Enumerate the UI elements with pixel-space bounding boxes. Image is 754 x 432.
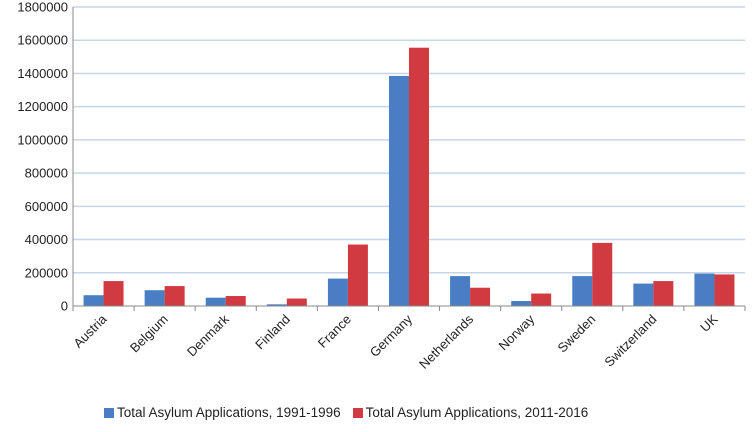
legend-label-series-2: Total Asylum Applications, 2011-2016: [365, 405, 589, 420]
bar-germany-series-1: [389, 75, 409, 306]
bar-netherlands-series-2: [470, 287, 491, 306]
bar-denmark-series-2: [225, 296, 246, 306]
x-tick-label: Sweden: [555, 312, 599, 356]
y-tick-label: 1000000: [17, 132, 68, 147]
x-tick-label: Norway: [496, 311, 538, 353]
bar-switzerland-series-1: [633, 283, 654, 306]
y-tick-label: 1800000: [17, 0, 68, 15]
x-tick-label: UK: [697, 311, 721, 335]
bar-sweden-series-1: [572, 276, 593, 306]
legend-item-series-1: Total Asylum Applications, 1991-1996: [104, 405, 341, 420]
x-tick-label: Finland: [252, 312, 293, 353]
x-tick-label: Denmark: [184, 311, 232, 359]
legend: Total Asylum Applications, 1991-1996 Tot…: [104, 405, 594, 420]
bar-finland-series-2: [286, 298, 307, 306]
bar-finland-series-1: [266, 304, 287, 306]
bar-france-series-1: [327, 278, 348, 306]
y-tick-label: 1600000: [17, 33, 68, 48]
x-tick-label: Germany: [367, 311, 416, 360]
bar-uk-series-2: [714, 274, 735, 306]
y-tick-label: 200000: [25, 265, 68, 280]
y-tick-label: 1400000: [17, 66, 68, 81]
x-tick-label: Belgium: [127, 312, 171, 356]
bar-switzerland-series-2: [653, 281, 674, 306]
x-tick-label: France: [315, 312, 354, 351]
x-tick-label: Netherlands: [416, 311, 477, 372]
bars: [83, 47, 735, 306]
bar-austria-series-1: [83, 295, 104, 306]
legend-swatch-series-1: [104, 407, 114, 418]
legend-label-series-1: Total Asylum Applications, 1991-1996: [117, 405, 341, 420]
bar-norway-series-1: [511, 301, 532, 306]
x-tick-label: Switzerland: [601, 312, 659, 370]
bar-germany-series-2: [409, 47, 429, 306]
bar-norway-series-2: [531, 293, 552, 306]
bar-austria-series-2: [103, 281, 124, 306]
bar-denmark-series-1: [205, 297, 226, 306]
bar-sweden-series-2: [592, 242, 613, 306]
legend-item-series-2: Total Asylum Applications, 2011-2016: [352, 405, 589, 420]
y-tick-label: 600000: [25, 199, 68, 214]
y-tick-label: 400000: [25, 232, 68, 247]
x-tick-label: Austria: [70, 311, 110, 351]
legend-swatch-series-2: [352, 407, 363, 418]
bar-france-series-2: [347, 244, 368, 306]
y-tick-label: 0: [61, 299, 68, 314]
bar-uk-series-1: [694, 273, 715, 306]
y-axis: 0 200000 400000 600000 800000 1000000 1200000 1…: [17, 0, 74, 314]
bar-netherlands-series-1: [450, 276, 471, 306]
y-tick-label: 800000: [25, 166, 68, 181]
bar-belgium-series-1: [144, 290, 165, 306]
x-axis: Austria Belgium Denmark Finland France German…: [70, 305, 746, 372]
bar-belgium-series-2: [164, 286, 185, 306]
y-tick-label: 1200000: [17, 99, 68, 114]
